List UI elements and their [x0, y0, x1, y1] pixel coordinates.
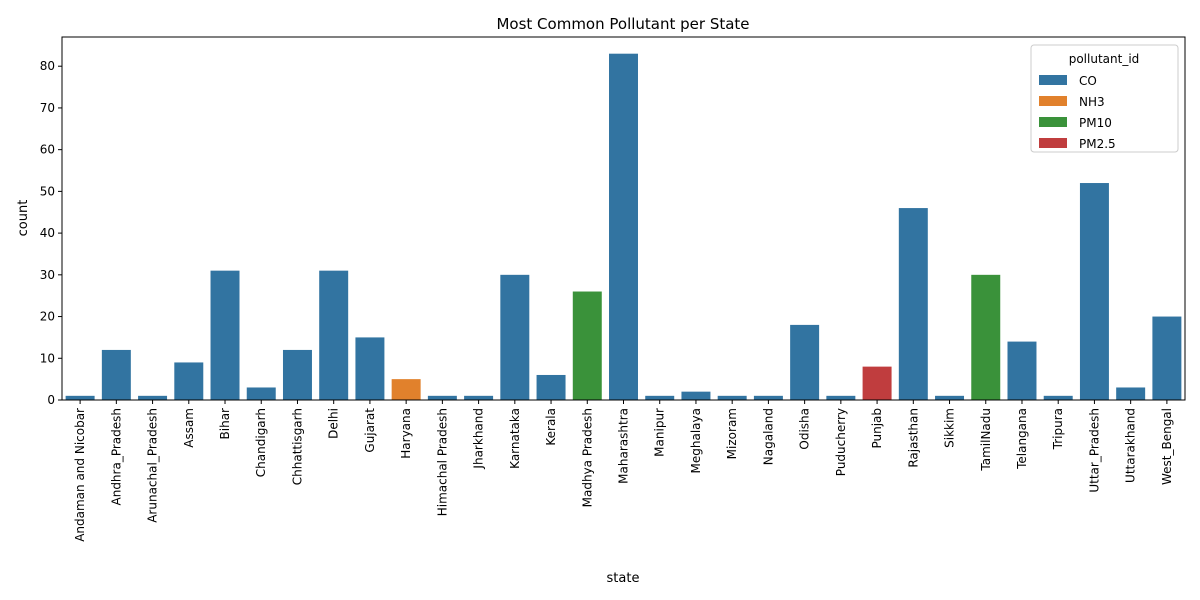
bars-group: [65, 53, 1182, 400]
x-tick-label: Tripura: [1051, 408, 1065, 450]
x-tick-label: Odisha: [798, 408, 812, 450]
bar: [681, 391, 711, 400]
bar: [826, 395, 856, 400]
y-tick-label: 20: [40, 310, 55, 324]
bar: [210, 270, 240, 400]
bar: [572, 291, 602, 400]
bar: [138, 395, 168, 400]
x-tick-label: Haryana: [399, 408, 413, 459]
bar: [246, 387, 276, 400]
x-tick-label: Bihar: [218, 408, 232, 440]
legend-swatch: [1039, 75, 1067, 85]
bar: [1079, 183, 1109, 400]
bar: [1007, 341, 1037, 400]
plot-frame: [61, 36, 1186, 401]
y-tick-label: 50: [40, 184, 55, 198]
x-tick-label: Andhra_Pradesh: [109, 408, 123, 506]
bar: [536, 374, 566, 400]
bar: [1116, 387, 1146, 400]
legend-entries: CO NH3 PM10 PM2.5: [1039, 74, 1116, 151]
x-tick-label: Mizoram: [725, 408, 739, 459]
bar: [862, 366, 892, 400]
bar: [500, 274, 530, 400]
bar: [1043, 395, 1073, 400]
bar: [898, 208, 928, 400]
x-tick-label: Uttarakhand: [1124, 408, 1138, 483]
x-tick-label: Sikkim: [943, 408, 957, 448]
legend-swatch: [1039, 138, 1067, 148]
bar: [101, 349, 131, 400]
bar: [645, 395, 675, 400]
bar: [717, 395, 747, 400]
x-tick-label: Meghalaya: [689, 408, 703, 473]
x-axis: Andaman and Nicobar Andhra_Pradesh Arunach…: [73, 400, 1174, 542]
y-tick-label: 0: [47, 393, 55, 407]
y-tick-label: 60: [40, 143, 55, 157]
x-axis-label: state: [607, 571, 640, 586]
bar: [464, 395, 494, 400]
bar: [1152, 316, 1182, 400]
y-axis-label: count: [16, 200, 31, 237]
x-tick-label: Himachal Pradesh: [435, 408, 449, 516]
x-tick-label: Chhattisgarh: [290, 408, 304, 485]
x-tick-label: Maharashtra: [617, 408, 631, 484]
y-axis: 0 10 20 30 40 50 60 70 80: [40, 59, 62, 407]
bar: [790, 324, 820, 400]
legend-title: pollutant_id: [1069, 52, 1140, 66]
x-tick-label: Punjab: [870, 408, 884, 449]
bar: [174, 362, 204, 400]
bar: [391, 379, 421, 400]
x-tick-label: Assam: [182, 408, 196, 448]
legend: pollutant_id CO NH3 PM10 PM2.5: [1030, 44, 1179, 153]
x-tick-label: Nagaland: [761, 408, 775, 465]
legend-entry-label: PM2.5: [1079, 137, 1116, 151]
x-tick-label: TamilNadu: [979, 408, 993, 472]
x-tick-label: Delhi: [327, 408, 341, 439]
x-tick-label: Chandigarh: [254, 408, 268, 477]
chart-title: Most Common Pollutant per State: [496, 15, 749, 33]
legend-frame: [1030, 44, 1179, 153]
bar: [935, 395, 965, 400]
x-tick-label: Karnataka: [508, 408, 522, 469]
y-tick-label: 80: [40, 59, 55, 73]
legend-entry-label: NH3: [1079, 95, 1105, 109]
bar: [355, 337, 385, 400]
legend-swatch: [1039, 117, 1067, 127]
x-tick-label: Kerala: [544, 408, 558, 446]
bar: [65, 395, 95, 400]
x-tick-label: Andaman and Nicobar: [73, 408, 87, 542]
x-tick-label: Telangana: [1015, 408, 1029, 470]
x-tick-label: Arunachal_Pradesh: [146, 408, 160, 523]
x-tick-label: Madhya Pradesh: [580, 408, 594, 507]
bar: [971, 274, 1001, 400]
x-tick-label: Jharkhand: [472, 408, 486, 470]
x-tick-label: Gujarat: [363, 408, 377, 453]
bar: [319, 270, 349, 400]
legend-entry-label: PM10: [1079, 116, 1112, 130]
bar: [753, 395, 783, 400]
x-tick-label: Puducherry: [834, 408, 848, 476]
legend-swatch: [1039, 96, 1067, 106]
y-tick-label: 70: [40, 101, 55, 115]
bar: [282, 349, 312, 400]
legend-entry-label: CO: [1079, 74, 1097, 88]
x-tick-label: West_Bengal: [1160, 408, 1174, 485]
bar: [609, 53, 638, 400]
x-tick-label: Uttar_Pradesh: [1087, 408, 1101, 493]
y-tick-label: 40: [40, 226, 55, 240]
x-tick-label: Rajasthan: [906, 408, 920, 468]
y-tick-label: 30: [40, 268, 55, 282]
bar: [427, 395, 457, 400]
y-tick-label: 10: [40, 351, 55, 365]
x-tick-label: Manipur: [653, 408, 667, 457]
